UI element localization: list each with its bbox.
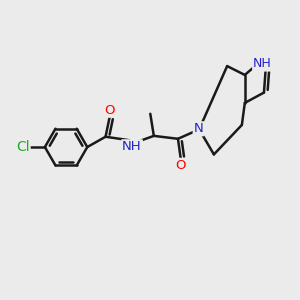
Text: N: N [194,122,203,135]
Text: O: O [176,159,186,172]
Text: N: N [262,58,272,70]
Text: NH: NH [253,57,272,70]
Text: NH: NH [122,140,142,153]
Text: Cl: Cl [16,140,30,154]
Text: O: O [105,104,115,117]
